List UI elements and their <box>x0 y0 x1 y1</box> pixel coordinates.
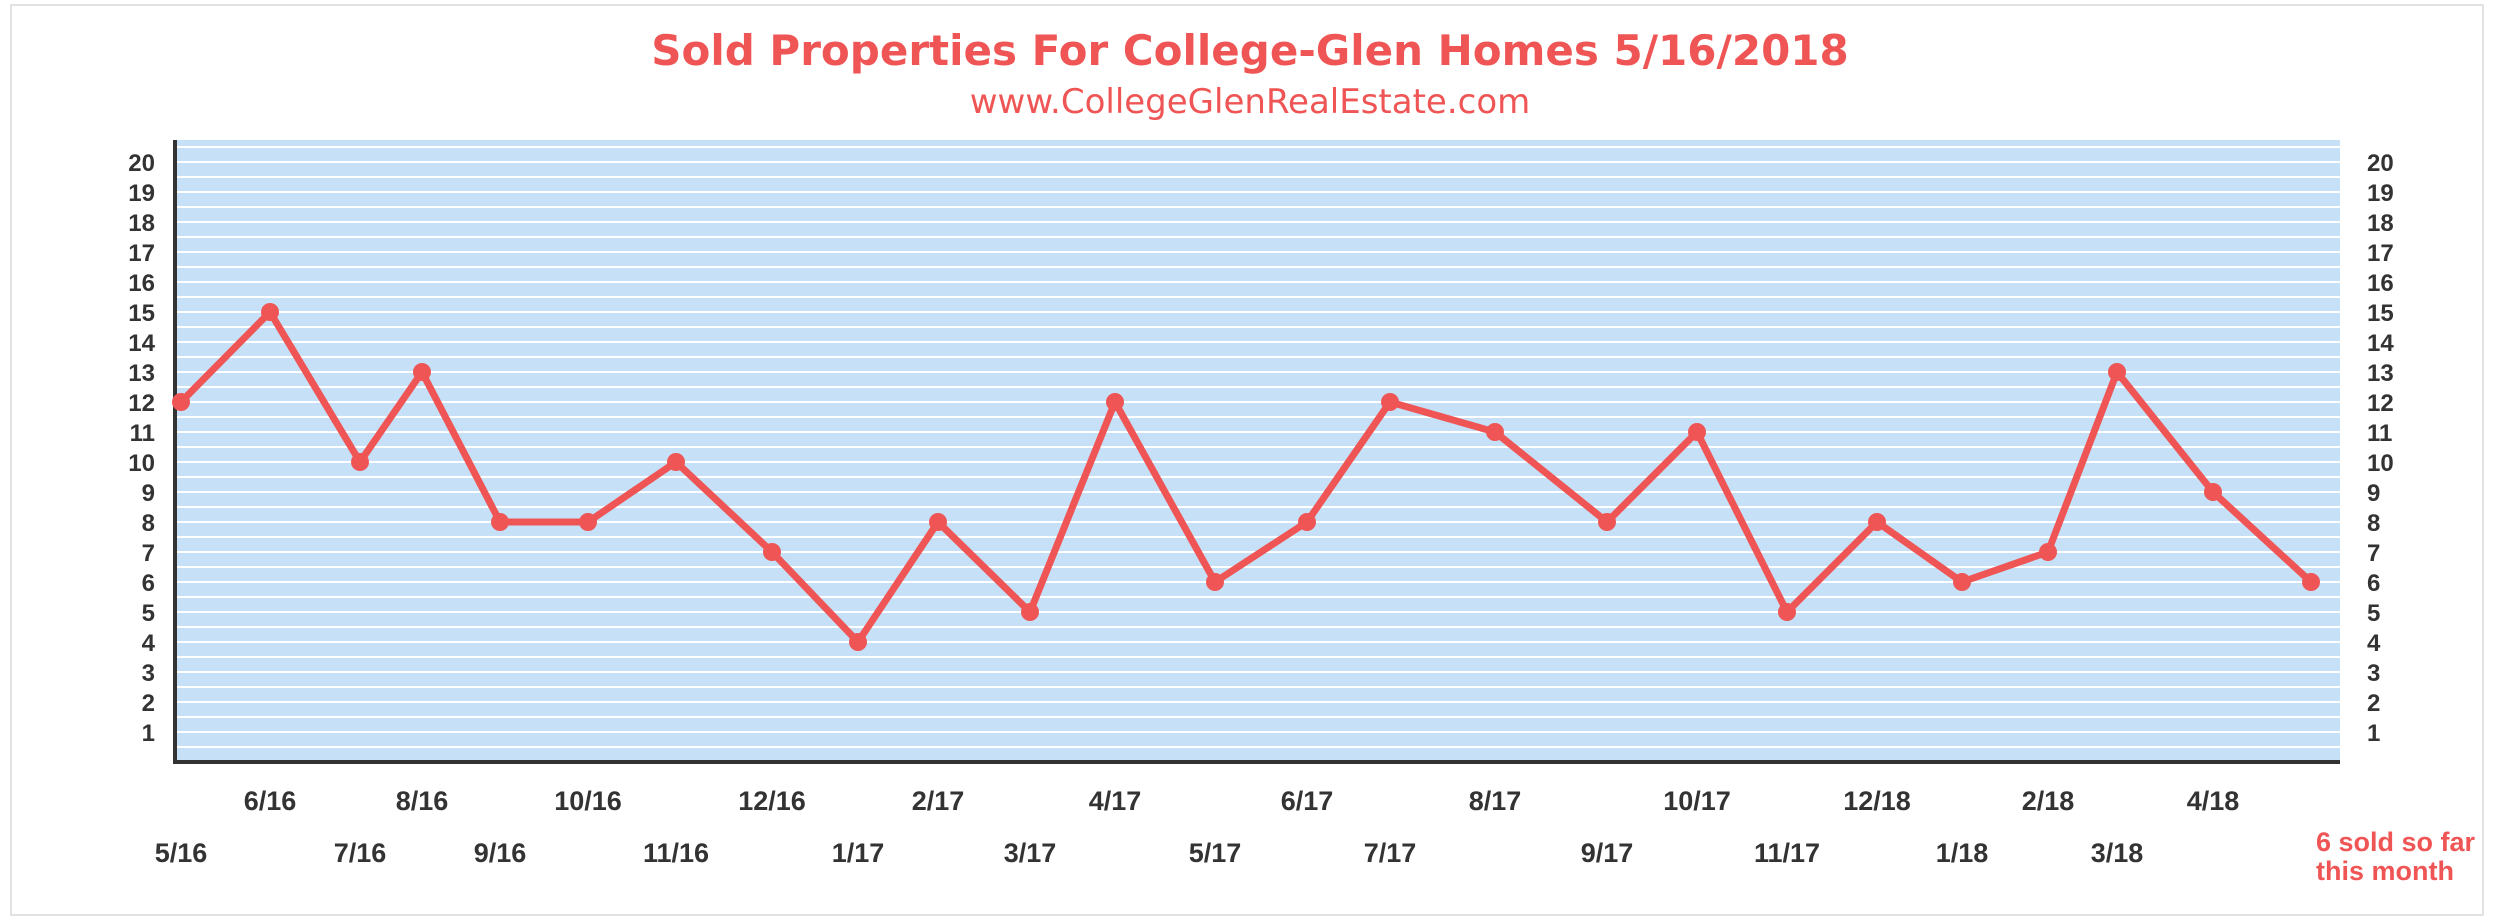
y-tick-label: 13 <box>128 360 155 387</box>
y-tick-label-right: 2 <box>2367 690 2380 717</box>
x-axis-ticks: 5/16 6/16 7/16 8/16 9/16 10/16 11/16 12/16 1/17 2… <box>155 786 2240 868</box>
x-tick-label: 1/17 <box>832 838 885 868</box>
y-tick-label-right: 13 <box>2367 360 2394 387</box>
x-tick-label: 7/16 <box>334 838 387 868</box>
x-tick-label: 8/17 <box>1469 786 1522 816</box>
data-point <box>1868 513 1886 531</box>
data-points <box>172 303 2320 651</box>
y-tick-label-right: 1 <box>2367 720 2380 747</box>
x-tick-label: 10/17 <box>1663 786 1731 816</box>
y-tick-label-right: 12 <box>2367 390 2394 417</box>
y-tick-label: 16 <box>128 270 155 297</box>
y-tick-label: 17 <box>128 240 155 267</box>
data-point <box>2302 573 2320 591</box>
x-tick-label: 3/18 <box>2091 838 2144 868</box>
x-tick-label: 1/18 <box>1936 838 1989 868</box>
data-point <box>1778 603 1796 621</box>
y-tick-label-right: 14 <box>2367 330 2394 357</box>
y-tick-label-right: 3 <box>2367 660 2380 687</box>
data-point <box>413 363 431 381</box>
x-tick-label: 2/18 <box>2022 786 2075 816</box>
data-point <box>2108 363 2126 381</box>
x-tick-label: 3/17 <box>1004 838 1057 868</box>
y-tick-label: 8 <box>142 510 155 537</box>
data-point <box>1381 393 1399 411</box>
data-point <box>2204 483 2222 501</box>
grid-lines <box>175 146 2340 748</box>
data-point <box>491 513 509 531</box>
x-tick-label: 6/16 <box>244 786 297 816</box>
x-tick-label: 4/18 <box>2187 786 2240 816</box>
y-tick-label-right: 19 <box>2367 180 2394 207</box>
y-tick-label: 14 <box>128 330 155 357</box>
data-point <box>1598 513 1616 531</box>
y-tick-label: 6 <box>142 570 155 597</box>
y-tick-label: 10 <box>128 450 155 477</box>
y-tick-label-right: 9 <box>2367 480 2380 507</box>
y-tick-label-right: 15 <box>2367 300 2394 327</box>
x-tick-label: 5/16 <box>155 838 208 868</box>
y-tick-label: 15 <box>128 300 155 327</box>
x-tick-label: 6/17 <box>1281 786 1334 816</box>
data-point <box>2039 543 2057 561</box>
x-tick-label: 12/18 <box>1843 786 1911 816</box>
data-point <box>849 633 867 651</box>
x-tick-label: 9/17 <box>1581 838 1634 868</box>
y-tick-label-right: 4 <box>2367 630 2381 657</box>
data-point <box>579 513 597 531</box>
y-tick-label: 4 <box>142 630 156 657</box>
y-tick-label-right: 18 <box>2367 210 2394 237</box>
data-point <box>1106 393 1124 411</box>
y-tick-label-right: 20 <box>2367 150 2394 177</box>
data-point <box>172 393 190 411</box>
y-tick-label: 18 <box>128 210 155 237</box>
y-tick-label: 7 <box>142 540 155 567</box>
y-tick-label-right: 10 <box>2367 450 2394 477</box>
data-point <box>1953 573 1971 591</box>
data-point <box>1688 423 1706 441</box>
y-tick-label: 12 <box>128 390 155 417</box>
x-tick-label: 5/17 <box>1189 838 1242 868</box>
y-tick-label: 3 <box>142 660 155 687</box>
x-tick-label: 2/17 <box>912 786 965 816</box>
x-tick-label: 11/17 <box>1754 838 1820 868</box>
y-tick-label-right: 11 <box>2367 420 2392 447</box>
x-tick-label: 11/16 <box>643 838 709 868</box>
y-tick-label: 5 <box>142 600 155 627</box>
data-point <box>351 453 369 471</box>
data-point <box>929 513 947 531</box>
x-tick-label: 8/16 <box>396 786 449 816</box>
y-tick-label: 19 <box>128 180 155 207</box>
y-tick-label-right: 8 <box>2367 510 2380 537</box>
data-point <box>1486 423 1504 441</box>
x-tick-label: 10/16 <box>554 786 622 816</box>
chart-title: Sold Properties For College-Glen Homes 5… <box>651 26 1849 75</box>
y-tick-label: 1 <box>142 720 155 747</box>
y-tick-label-right: 7 <box>2367 540 2380 567</box>
x-tick-label: 12/16 <box>738 786 806 816</box>
y-tick-label: 9 <box>142 480 155 507</box>
x-tick-label: 4/17 <box>1089 786 1142 816</box>
month-note: 6 sold so far this month <box>2316 827 2476 886</box>
data-point <box>1206 573 1224 591</box>
x-tick-label: 7/17 <box>1364 838 1417 868</box>
chart-subtitle: www.CollegeGlenRealEstate.com <box>969 82 1531 122</box>
data-point <box>763 543 781 561</box>
data-point <box>1021 603 1039 621</box>
y-tick-label-right: 17 <box>2367 240 2394 267</box>
x-tick-label: 9/16 <box>474 838 527 868</box>
y-tick-label: 20 <box>128 150 155 177</box>
data-point <box>667 453 685 471</box>
data-point <box>261 303 279 321</box>
data-point <box>1298 513 1316 531</box>
y-tick-label-right: 16 <box>2367 270 2394 297</box>
y-tick-label: 2 <box>142 690 155 717</box>
y-tick-label: 11 <box>130 420 155 447</box>
y-tick-label-right: 5 <box>2367 600 2380 627</box>
y-tick-label-right: 6 <box>2367 570 2380 597</box>
plot-area <box>175 140 2340 762</box>
